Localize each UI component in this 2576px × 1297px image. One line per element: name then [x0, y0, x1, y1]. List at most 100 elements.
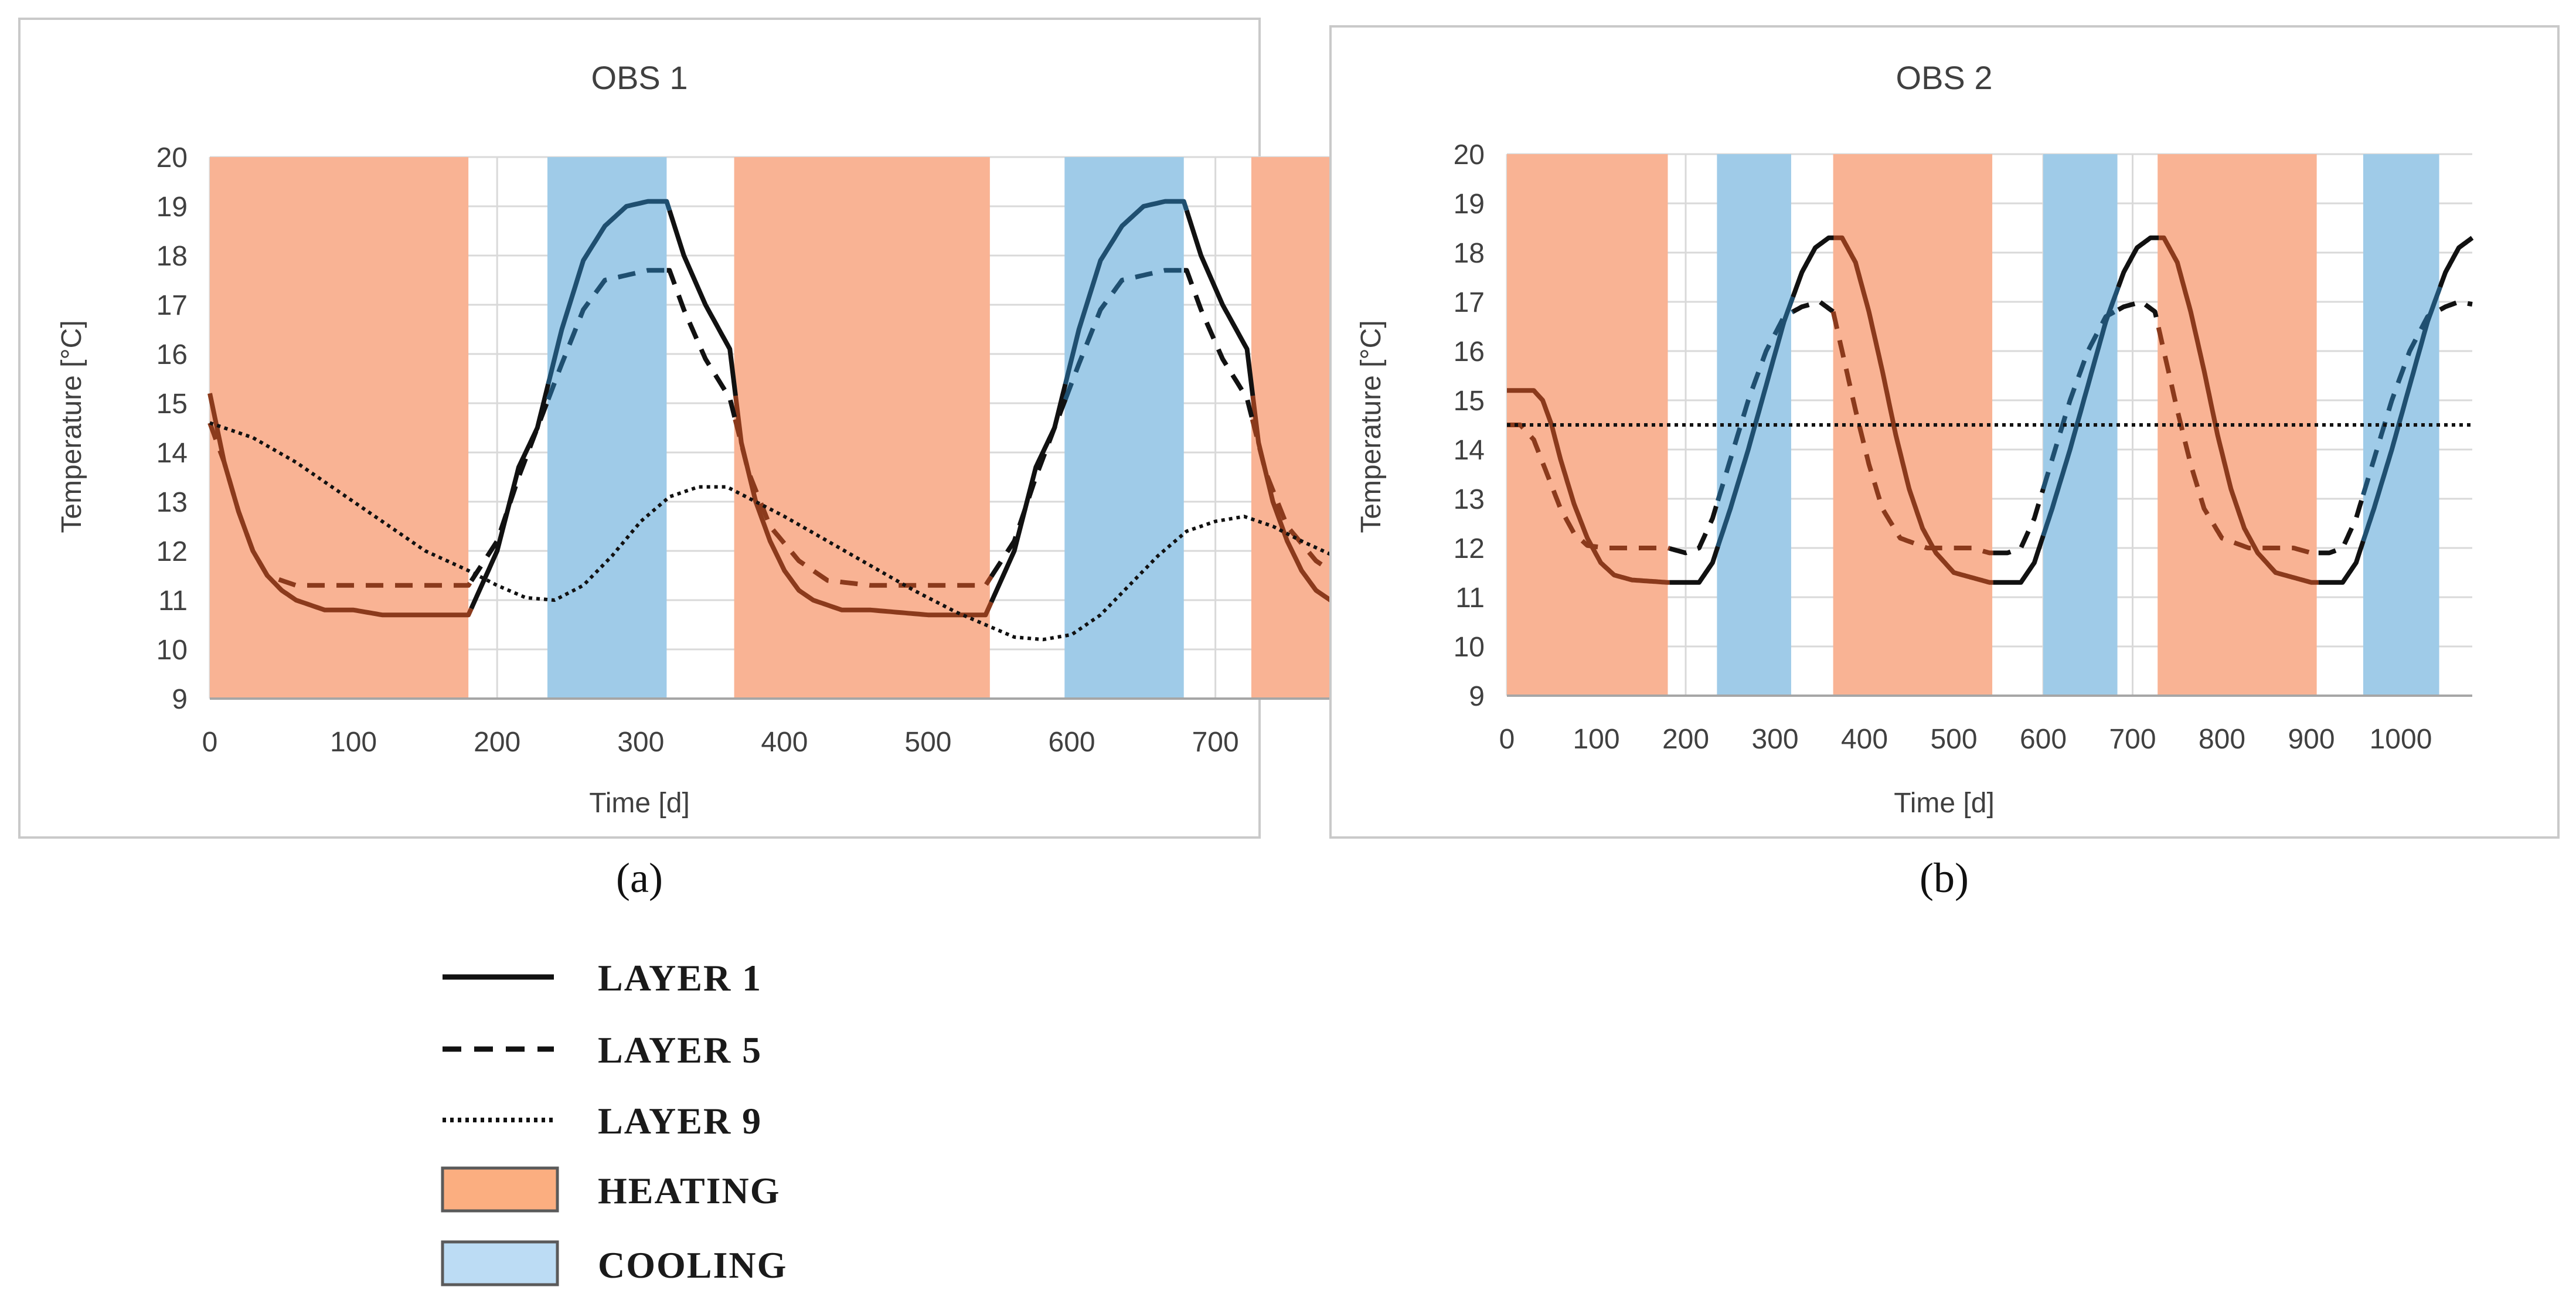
x-tick-label: 200	[474, 727, 520, 758]
series-line	[207, 393, 474, 618]
series-line	[2041, 307, 2120, 490]
y-tick-label: 12	[156, 536, 188, 567]
x-tick-label: 900	[2288, 724, 2335, 755]
legend-item-layer-5: LAYER 5	[443, 1029, 762, 1071]
x-tick-label: 700	[2109, 724, 2156, 755]
legend-item-cooling: COOLING	[441, 1240, 787, 1286]
series-line	[1716, 296, 1795, 547]
legend-patch-cooling	[441, 1240, 559, 1286]
series-line	[666, 268, 738, 420]
series-line	[1992, 535, 2046, 585]
y-tick-label: 11	[1455, 583, 1485, 614]
series-line	[469, 399, 551, 583]
series-line	[733, 418, 993, 588]
series-group	[1506, 235, 2474, 585]
x-tick-label: 400	[1841, 724, 1888, 755]
legend: LAYER 1 LAYER 5 LAYER 9 HEATING COOLING	[441, 957, 787, 1286]
x-tick-label: 300	[1751, 724, 1798, 755]
legend-item-layer-9: LAYER 9	[443, 1100, 762, 1142]
series-line	[1792, 299, 1835, 314]
series-line	[1063, 199, 1189, 385]
y-tick-label: 13	[1454, 484, 1485, 515]
series-line	[2117, 299, 2161, 328]
series-line	[1833, 235, 1994, 585]
y-tick-label: 14	[1454, 435, 1485, 466]
chart-title: OBS 2	[1896, 59, 1993, 96]
y-tick-label: 11	[158, 585, 188, 617]
y-tick-label: 18	[156, 241, 188, 272]
y-tick-label: 10	[156, 635, 188, 666]
legend-label: LAYER 1	[598, 957, 762, 999]
x-tick-label: 200	[1662, 724, 1709, 755]
series-line	[2439, 299, 2473, 312]
y-tick-label: 15	[1454, 386, 1485, 417]
x-tick-label: 1000	[2370, 724, 2432, 755]
legend-label: LAYER 5	[598, 1029, 762, 1071]
series-line	[2158, 235, 2319, 585]
legend-item-heating: HEATING	[441, 1166, 781, 1213]
series-line	[989, 399, 1068, 578]
y-tick-label: 17	[156, 290, 188, 321]
legend-label: LAYER 9	[598, 1100, 762, 1142]
series-line	[546, 199, 672, 385]
y-tick-label: 18	[1454, 238, 1485, 269]
x-tick-label: 0	[1499, 724, 1515, 755]
series-line	[1992, 488, 2046, 556]
y-tick-label: 20	[1454, 139, 1485, 171]
x-tick-label: 100	[330, 727, 377, 758]
y-tick-label: 20	[156, 142, 188, 173]
x-tick-label: 500	[904, 727, 951, 758]
legend-patch-heating	[441, 1166, 559, 1213]
series-line	[2318, 540, 2366, 585]
series-line	[1184, 209, 1255, 396]
series-line	[667, 209, 738, 396]
y-tick-label: 14	[156, 438, 188, 469]
series-layer-5	[1506, 299, 2473, 556]
series-line	[2361, 307, 2442, 496]
x-tick-label: 800	[2199, 724, 2245, 755]
x-tick-label: 300	[617, 727, 664, 758]
y-tick-label: 16	[156, 339, 188, 370]
y-tick-label: 19	[156, 192, 188, 223]
series-line	[207, 422, 474, 588]
series-line	[1250, 418, 1510, 588]
cooling-band	[547, 157, 667, 699]
series-line	[1063, 268, 1184, 400]
series-line	[1184, 268, 1255, 420]
y-tick-label: 10	[1454, 632, 1485, 663]
x-tick-label: 500	[1930, 724, 1977, 755]
cooling-band	[1064, 157, 1184, 699]
x-tick-label: 600	[1049, 727, 1095, 758]
panel-label: (b)	[1920, 855, 1969, 901]
heating-band	[1507, 154, 1668, 696]
legend-label: COOLING	[598, 1244, 787, 1286]
x-axis-title: Time [d]	[1894, 788, 1995, 819]
series-line	[1791, 235, 1835, 298]
panel-label: (a)	[616, 855, 663, 901]
y-axis-title: Temperature [°C]	[1356, 320, 1387, 533]
heating-band	[2158, 154, 2317, 696]
y-tick-label: 12	[1454, 533, 1485, 564]
y-tick-label: 13	[156, 487, 188, 518]
y-tick-label: 9	[1469, 681, 1485, 712]
x-tick-label: 600	[2020, 724, 2067, 755]
y-tick-label: 15	[156, 389, 188, 420]
series-line	[2116, 235, 2160, 288]
heating-band	[210, 157, 469, 699]
x-tick-label: 100	[1573, 724, 1619, 755]
series-line	[546, 268, 667, 400]
legend-label: HEATING	[598, 1170, 781, 1211]
x-axis-title: Time [d]	[589, 788, 690, 819]
series-line	[1716, 309, 1794, 502]
heating-band	[734, 157, 990, 699]
series-line	[2361, 286, 2442, 542]
series-line	[1669, 546, 1720, 585]
y-axis-title: Temperature [°C]	[56, 320, 87, 533]
x-tick-label: 0	[202, 727, 218, 758]
series-line	[2318, 494, 2366, 556]
series-line	[1830, 311, 1994, 556]
series-line	[2156, 326, 2319, 556]
